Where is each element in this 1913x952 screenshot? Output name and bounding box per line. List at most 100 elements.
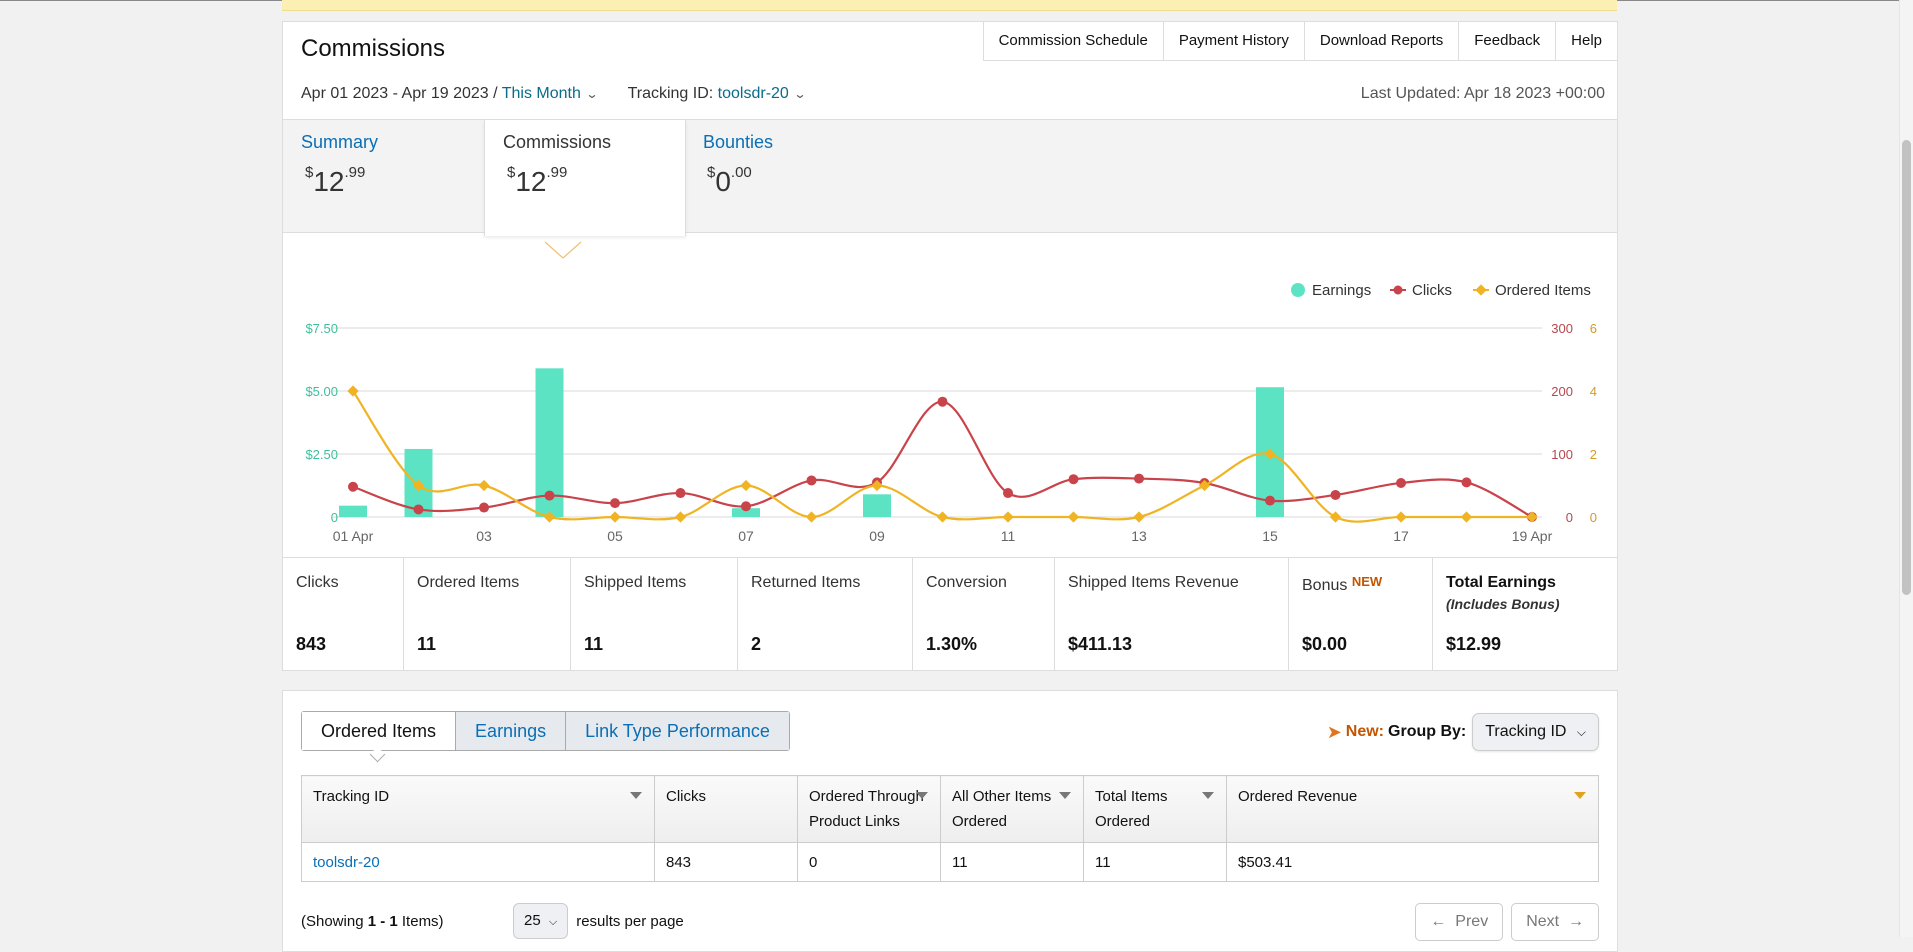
x-tick-label: 01 Apr (333, 528, 374, 544)
y-right1-tick-label: 100 (1551, 447, 1573, 462)
group-by-control: ➤ New: Group By: Tracking ID ⌵ (1327, 713, 1599, 751)
bar-earnings (863, 494, 891, 517)
tracking-id-dropdown[interactable]: toolsdr-20 (717, 85, 789, 102)
commission-schedule-link[interactable]: Commission Schedule (983, 22, 1164, 61)
point-clicks (1068, 474, 1079, 485)
point-clicks (937, 396, 948, 407)
cell-ordered-through: 0 (797, 842, 941, 882)
x-tick-label: 09 (869, 528, 885, 544)
tab-link-type-performance[interactable]: Link Type Performance (565, 712, 789, 750)
scrollbar-thumb[interactable] (1902, 140, 1911, 595)
help-link[interactable]: Help (1556, 22, 1617, 61)
x-tick-label: 05 (607, 528, 623, 544)
y-right2-tick-label: 6 (1590, 321, 1597, 336)
point-ordered-items (347, 385, 359, 397)
tab-amount: $12.99 (507, 164, 568, 197)
point-clicks (741, 501, 751, 512)
x-tick-label: 17 (1393, 528, 1409, 544)
cell-total-items: 11 (1083, 842, 1227, 882)
period-dropdown[interactable]: This Month (501, 85, 581, 102)
chevron-down-icon: ⌵ (548, 916, 558, 928)
tab-earnings[interactable]: Earnings (455, 712, 566, 750)
metric-clicks: Clicks 843 (283, 558, 404, 670)
metric-shipped-revenue: Shipped Items Revenue $411.13 (1055, 558, 1289, 670)
point-ordered-items (805, 511, 818, 523)
tab-amount: $0.00 (707, 164, 752, 197)
showing-count: (Showing 1 - 1 Items) (301, 913, 444, 930)
tracking-label: Tracking ID: (627, 85, 714, 102)
point-ordered-items (740, 479, 752, 492)
report-table: Tracking ID Clicks Ordered Through Produ… (301, 775, 1599, 882)
x-tick-label: 07 (738, 528, 754, 544)
pagination: ← Prev Next → (1407, 903, 1599, 941)
tab-label: Summary (301, 132, 379, 152)
commissions-chart: $7.50 300 6 $5.00 200 4 $2.50 100 2 0 0 0 01 Apr 03 05… (283, 240, 1617, 580)
payment-history-link[interactable]: Payment History (1163, 22, 1305, 61)
tab-ordered-items[interactable]: Ordered Items (302, 712, 456, 750)
summary-tabs: Summary $12.99 Commissions $12.99 Bounti… (283, 119, 1617, 236)
top-links: Commission Schedule Payment History Down… (982, 22, 1617, 61)
sort-caret-icon (1202, 792, 1214, 799)
next-button[interactable]: Next → (1511, 903, 1599, 941)
date-separator: / (488, 85, 502, 102)
point-ordered-items (1067, 511, 1080, 523)
legend-marker (1475, 284, 1487, 296)
col-ordered-revenue[interactable]: Ordered Revenue (1226, 775, 1599, 843)
x-tick-label: 13 (1131, 528, 1147, 544)
y-right2-tick-label: 2 (1590, 447, 1597, 462)
tab-bounties[interactable]: Bounties $0.00 (685, 120, 885, 232)
cell-clicks: 843 (654, 842, 798, 882)
y-right1-tick-label: 300 (1551, 321, 1573, 336)
feedback-link[interactable]: Feedback (1459, 22, 1557, 61)
col-total-items[interactable]: Total Items Ordered (1083, 775, 1227, 843)
chevron-down-icon[interactable]: ⌄ (793, 87, 807, 101)
legend-label: Ordered Items (1495, 282, 1591, 299)
point-clicks (544, 490, 555, 501)
page-scrollbar[interactable] (1899, 0, 1913, 937)
active-tab-pointer (544, 241, 582, 259)
cell-all-other: 11 (940, 842, 1084, 882)
metric-returned-items: Returned Items 2 (738, 558, 913, 670)
commissions-panel: Commissions Commission Schedule Payment … (282, 21, 1618, 671)
col-clicks[interactable]: Clicks (654, 775, 798, 843)
tab-commissions[interactable]: Commissions $12.99 (484, 120, 686, 236)
point-ordered-items (674, 511, 687, 523)
page-title: Commissions (301, 35, 446, 62)
point-ordered-items (871, 479, 883, 492)
point-clicks (1265, 495, 1275, 506)
col-ordered-through-links[interactable]: Ordered Through Product Links (797, 775, 941, 843)
point-clicks (1003, 488, 1013, 499)
arrow-right-icon: → (1568, 913, 1584, 930)
y-right2-tick-label: 0 (1590, 510, 1597, 525)
col-all-other-items[interactable]: All Other Items Ordered (940, 775, 1084, 843)
point-ordered-items (1198, 479, 1211, 492)
chevron-down-icon[interactable]: ⌄ (585, 87, 599, 101)
point-clicks (1461, 477, 1472, 488)
bar-earnings (732, 508, 760, 517)
point-clicks (1330, 489, 1341, 500)
point-ordered-items (1460, 511, 1473, 523)
point-ordered-items (936, 511, 949, 523)
cell-tracking-id[interactable]: toolsdr-20 (301, 842, 655, 882)
table-row: toolsdr-20 843 0 11 11 $503.41 (301, 842, 1599, 882)
col-tracking-id[interactable]: Tracking ID (301, 775, 655, 843)
group-by-select[interactable]: Tracking ID ⌵ (1472, 713, 1599, 751)
point-ordered-items (1002, 511, 1014, 523)
download-reports-link[interactable]: Download Reports (1304, 22, 1460, 61)
point-ordered-items (1526, 511, 1538, 523)
y-right2-tick-label: 4 (1590, 384, 1597, 399)
point-clicks (413, 504, 424, 515)
metric-total-earnings: Total Earnings (Includes Bonus) $12.99 (1446, 574, 1560, 654)
prev-button[interactable]: ← Prev (1415, 903, 1504, 941)
per-page-control: 25 ⌵ results per page (513, 903, 684, 939)
new-badge: NEW (1351, 574, 1383, 589)
point-ordered-items (543, 511, 556, 523)
metrics-row: Clicks 843 Ordered Items 11 Shipped Items 1… (283, 557, 1617, 670)
tab-summary[interactable]: Summary $12.99 (283, 120, 483, 232)
per-page-select[interactable]: 25 ⌵ (513, 903, 569, 939)
point-clicks (1396, 477, 1406, 488)
date-range: Apr 01 2023 - Apr 19 2023 (301, 85, 489, 102)
x-tick-label: 11 (1001, 528, 1016, 544)
notice-bar (282, 0, 1617, 11)
point-clicks (675, 488, 686, 499)
